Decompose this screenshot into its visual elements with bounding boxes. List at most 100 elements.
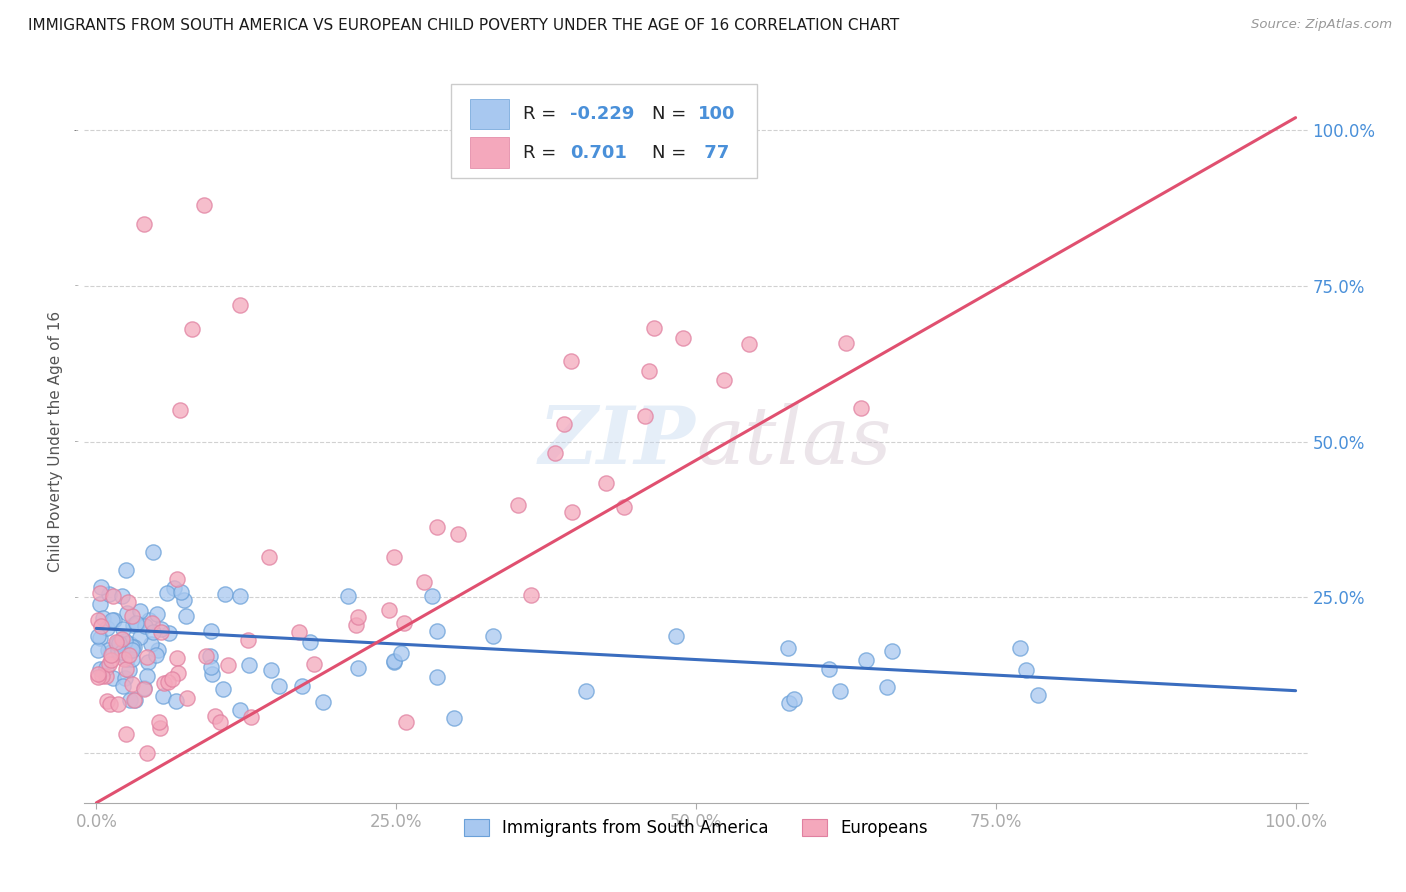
Point	[828, 684, 851, 698]
Point	[347, 610, 370, 624]
Point	[142, 545, 165, 559]
Point	[89, 586, 111, 600]
Point	[86, 629, 108, 643]
Point	[111, 632, 134, 646]
Point	[100, 648, 122, 663]
Point	[97, 643, 120, 657]
Point	[122, 693, 145, 707]
Point	[111, 622, 134, 636]
Point	[778, 697, 800, 711]
Point	[299, 635, 322, 649]
Point	[855, 653, 877, 667]
Text: 0.701: 0.701	[569, 144, 627, 161]
Point	[135, 746, 157, 760]
Text: IMMIGRANTS FROM SOUTH AMERICA VS EUROPEAN CHILD POVERTY UNDER THE AGE OF 16 CORR: IMMIGRANTS FROM SOUTH AMERICA VS EUROPEA…	[28, 18, 900, 33]
Point	[482, 629, 505, 643]
Point	[153, 675, 176, 690]
Point	[638, 364, 661, 378]
Point	[201, 666, 224, 681]
Point	[121, 608, 143, 623]
Point	[105, 636, 128, 650]
Point	[575, 684, 598, 698]
Point	[136, 655, 159, 669]
Point	[238, 658, 260, 673]
Point	[150, 622, 173, 636]
Point	[389, 646, 412, 660]
Point	[236, 633, 259, 648]
Y-axis label: Child Poverty Under the Age of 16: Child Poverty Under the Age of 16	[48, 311, 63, 572]
Point	[111, 590, 134, 604]
Point	[118, 693, 141, 707]
Point	[135, 669, 157, 683]
Point	[152, 690, 174, 704]
Point	[100, 645, 122, 659]
Point	[413, 575, 436, 590]
Point	[127, 616, 149, 631]
Point	[193, 198, 215, 212]
Text: -0.229: -0.229	[569, 105, 634, 123]
Point	[1010, 640, 1032, 655]
Point	[87, 667, 110, 681]
Point	[257, 549, 280, 564]
Point	[86, 613, 108, 627]
Point	[553, 417, 575, 431]
Point	[128, 604, 150, 618]
Point	[121, 677, 143, 691]
Point	[212, 682, 235, 697]
Point	[229, 297, 252, 311]
Point	[174, 609, 197, 624]
Point	[166, 650, 188, 665]
Point	[118, 663, 141, 677]
Point	[107, 635, 129, 649]
Point	[613, 500, 636, 515]
Point	[443, 711, 465, 725]
Point	[121, 651, 143, 665]
Point	[138, 614, 160, 628]
Point	[426, 670, 449, 684]
Point	[101, 590, 124, 604]
Legend: Immigrants from South America, Europeans: Immigrants from South America, Europeans	[456, 810, 936, 845]
Point	[520, 588, 543, 602]
Point	[776, 641, 799, 656]
Point	[302, 657, 325, 672]
Point	[835, 336, 858, 351]
Point	[122, 618, 145, 632]
Point	[89, 662, 111, 676]
Point	[118, 648, 141, 662]
Point	[89, 597, 111, 611]
Point	[124, 640, 146, 655]
Point	[288, 625, 311, 640]
Point	[134, 217, 156, 231]
Point	[125, 615, 148, 630]
Point	[665, 629, 688, 643]
Point	[107, 640, 129, 654]
Point	[156, 675, 179, 690]
Point	[876, 681, 898, 695]
Point	[169, 403, 191, 417]
Point	[146, 643, 169, 657]
Point	[595, 476, 617, 491]
Point	[634, 409, 657, 424]
Point	[291, 679, 314, 693]
Point	[217, 658, 239, 673]
Point	[204, 709, 226, 723]
Point	[163, 581, 186, 595]
Text: 100: 100	[699, 105, 735, 123]
Point	[336, 589, 359, 603]
Point	[166, 572, 188, 586]
Point	[849, 401, 872, 416]
Point	[882, 644, 904, 658]
Point	[269, 679, 291, 693]
Point	[181, 322, 204, 336]
Point	[561, 505, 583, 519]
Point	[713, 373, 735, 387]
Point	[426, 520, 449, 534]
Point	[111, 679, 134, 693]
Point	[107, 643, 129, 657]
Point	[738, 337, 761, 351]
Point	[100, 653, 122, 667]
Point	[173, 593, 195, 607]
Point	[195, 648, 218, 663]
Point	[115, 727, 138, 741]
Point	[240, 709, 263, 723]
